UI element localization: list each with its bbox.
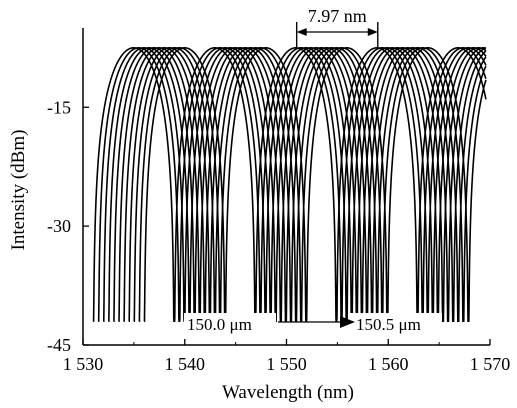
y-ticks: -15 -30 -45	[47, 97, 89, 355]
end-label: 150.5 μm	[356, 315, 421, 334]
spectrum-series-2	[97, 47, 487, 323]
shift-arrow-head	[340, 316, 355, 328]
fsr-arrow-right-head	[367, 28, 378, 36]
spectrum-series-10	[138, 47, 487, 323]
spectrum-series-11	[143, 47, 487, 323]
spectrum-series-4	[108, 47, 487, 323]
x-tick-label: 1 530	[63, 354, 104, 374]
fsr-label: 7.97 nm	[308, 6, 367, 26]
fsr-annotation: 7.97 nm	[295, 5, 379, 48]
x-tick-label: 1 560	[368, 354, 409, 374]
x-ticks: 1 530 1 540 1 550 1 560 1 570	[63, 339, 511, 374]
axes: 1 530 1 540 1 550 1 560 1 570 -15 -30 -45	[47, 28, 510, 374]
fsr-label-bg	[300, 5, 374, 27]
spectrum-curves	[92, 47, 487, 323]
spectrum-series-3	[102, 47, 487, 323]
spectrum-series-5	[113, 47, 487, 323]
spectrum-series-8	[128, 47, 487, 323]
spectrum-series-7	[123, 47, 487, 323]
x-tick-label: 1 550	[266, 354, 307, 374]
y-tick-label: -45	[47, 335, 71, 355]
y-tick-label: -15	[47, 97, 71, 117]
y-axis-label: Intensity (dBm)	[8, 130, 29, 251]
spectrum-series-6	[118, 47, 487, 323]
start-label: 150.0 μm	[187, 315, 252, 334]
fsr-arrow-left-head	[296, 28, 307, 36]
shift-annotation: 150.0 μm 150.5 μm	[184, 313, 442, 334]
x-tick-label: 1 540	[165, 354, 206, 374]
x-axis-label: Wavelength (nm)	[222, 382, 354, 403]
y-tick-label: -30	[47, 216, 71, 236]
spectrum-series-9	[133, 47, 487, 323]
x-tick-label: 1 570	[470, 354, 511, 374]
end-label-bg	[350, 313, 442, 333]
start-label-bg	[184, 313, 276, 333]
